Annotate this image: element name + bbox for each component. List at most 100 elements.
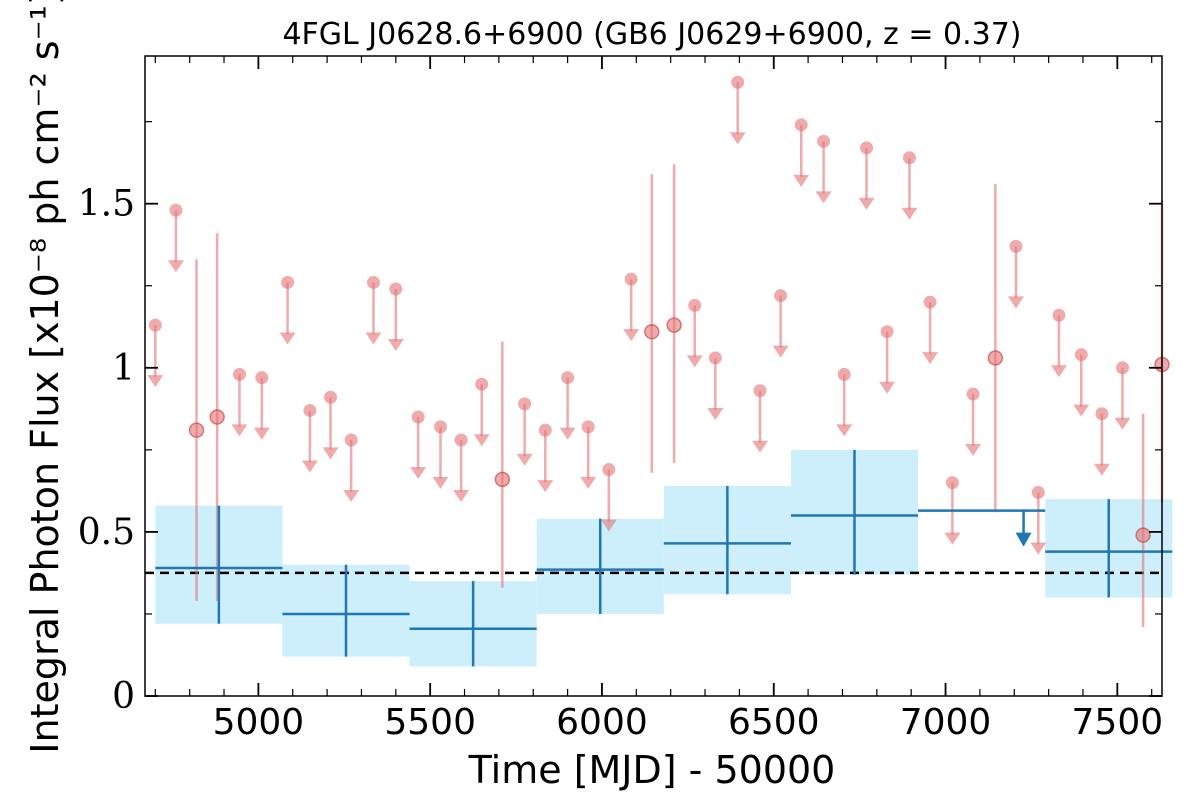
upper-limit-point	[880, 325, 894, 339]
upper-limit-point	[1009, 239, 1023, 253]
x-tick-label: 5000	[213, 702, 305, 743]
y-tick-label: 0.5	[78, 512, 135, 553]
upper-limit-arrow-head	[410, 467, 427, 480]
y-tick-label: 1.5	[78, 184, 135, 225]
upper-limit-arrow-head	[1007, 296, 1024, 309]
upper-limit-arrow-head	[453, 490, 470, 502]
upper-limit-arrow-head	[707, 407, 724, 420]
upper-limit-arrow-head	[147, 375, 164, 388]
upper-limit-arrow-head	[432, 476, 449, 489]
upper-limit-arrow-head	[279, 332, 296, 345]
upper-limit-point	[411, 410, 425, 424]
chart-title: 4FGL J0628.6+6900 (GB6 J0629+6900, z = 0…	[282, 17, 1021, 52]
y-axis-label: Integral Photon Flux [x10⁻⁸ ph cm⁻² s⁻¹]	[23, 0, 67, 754]
upper-limit-arrow-head	[965, 444, 982, 457]
y-tick-label: 1	[112, 348, 135, 389]
upper-limit-arrow-head	[387, 339, 404, 352]
upper-limit-arrow-head	[815, 191, 832, 204]
upper-limit-point	[1115, 361, 1129, 375]
upper-limit-point	[232, 367, 246, 381]
upper-limit-point	[602, 463, 616, 477]
upper-limit-point	[817, 134, 831, 148]
upper-limit-arrow-head	[1030, 542, 1047, 555]
upper-limit-point	[624, 272, 638, 286]
upper-limit-arrow-head	[365, 332, 382, 345]
upper-limit-point	[794, 118, 808, 132]
flux-point	[188, 422, 205, 438]
upper-limit-point	[366, 275, 380, 289]
flux-point	[1135, 527, 1151, 543]
upper-limit-arrow-head	[901, 207, 918, 220]
upper-limit-point	[1095, 407, 1109, 421]
upper-limit-point	[344, 433, 358, 447]
upper-limit-arrow-head	[752, 440, 769, 453]
upper-limit-arrow-head	[167, 260, 184, 273]
y-tick-label: 0	[112, 676, 135, 717]
upper-limit-arrow-head	[793, 174, 810, 187]
upper-limit-point	[902, 151, 916, 165]
upper-limit-point	[433, 420, 447, 434]
upper-limit-arrow-head	[253, 427, 270, 440]
upper-limit-arrow-head	[1050, 365, 1067, 378]
upper-limit-point	[148, 318, 162, 332]
x-tick-label: 5500	[384, 702, 476, 743]
flux-point	[987, 350, 1004, 366]
upper-limit-arrow-head	[879, 381, 896, 394]
upper-limit-point	[923, 295, 937, 309]
upper-limit-point	[708, 351, 722, 365]
upper-limit-point	[774, 289, 788, 303]
upper-limit-point	[731, 75, 745, 89]
upper-limit-point	[945, 476, 959, 490]
upper-limit-point	[324, 390, 338, 404]
upper-limit-arrow-head	[686, 355, 703, 368]
binned-upper-limit-head	[1015, 532, 1032, 547]
upper-limit-arrow-head	[231, 424, 248, 437]
upper-limit-arrow-head	[343, 490, 360, 502]
upper-limit-arrow-head	[516, 453, 533, 466]
upper-limit-arrow-head	[772, 345, 789, 358]
upper-limit-arrow-head	[1073, 404, 1090, 417]
x-tick-label: 6500	[728, 702, 820, 743]
plot-frame	[144, 55, 1163, 697]
flux-point	[644, 323, 660, 340]
upper-limit-point	[389, 282, 403, 296]
upper-limit-arrow-head	[836, 424, 853, 437]
flux-point	[494, 471, 511, 488]
upper-limit-point	[169, 203, 183, 217]
upper-limit-arrow-head	[559, 427, 576, 440]
upper-limit-arrow-head	[1093, 463, 1110, 476]
upper-limit-arrow-head	[729, 132, 746, 145]
upper-limit-point	[303, 403, 317, 417]
upper-limit-arrow-head	[1114, 417, 1131, 430]
upper-limit-point	[281, 275, 295, 289]
upper-limit-point	[475, 377, 489, 391]
upper-limit-arrow-head	[944, 532, 961, 545]
x-tick-label: 7000	[900, 702, 992, 743]
upper-limit-arrow-head	[473, 434, 490, 447]
upper-limit-point	[581, 420, 595, 434]
upper-limit-arrow-head	[600, 519, 617, 532]
upper-limit-point	[538, 423, 552, 437]
upper-limit-arrow-head	[301, 460, 318, 473]
x-tick-label: 6000	[556, 702, 648, 743]
upper-limit-point	[837, 367, 851, 381]
upper-limit-arrow-head	[322, 447, 339, 460]
upper-limit-point	[966, 387, 980, 401]
x-axis-label: Time [MJD] - 50000	[468, 748, 836, 792]
upper-limit-point	[688, 298, 702, 312]
upper-limit-point	[753, 384, 767, 398]
upper-limit-arrow-head	[623, 329, 640, 342]
plot-area	[145, 56, 1173, 697]
upper-limit-arrow-head	[580, 476, 597, 489]
upper-limit-point	[860, 141, 874, 155]
upper-limit-point	[1052, 308, 1066, 322]
upper-limit-arrow-head	[858, 197, 875, 210]
x-tick-label: 7500	[1072, 702, 1164, 743]
upper-limit-point	[1074, 348, 1088, 362]
upper-limit-point	[255, 371, 269, 385]
upper-limit-point	[518, 397, 532, 411]
upper-limit-point	[1031, 486, 1045, 500]
upper-limit-point	[561, 371, 575, 385]
upper-limit-arrow-head	[537, 480, 554, 493]
